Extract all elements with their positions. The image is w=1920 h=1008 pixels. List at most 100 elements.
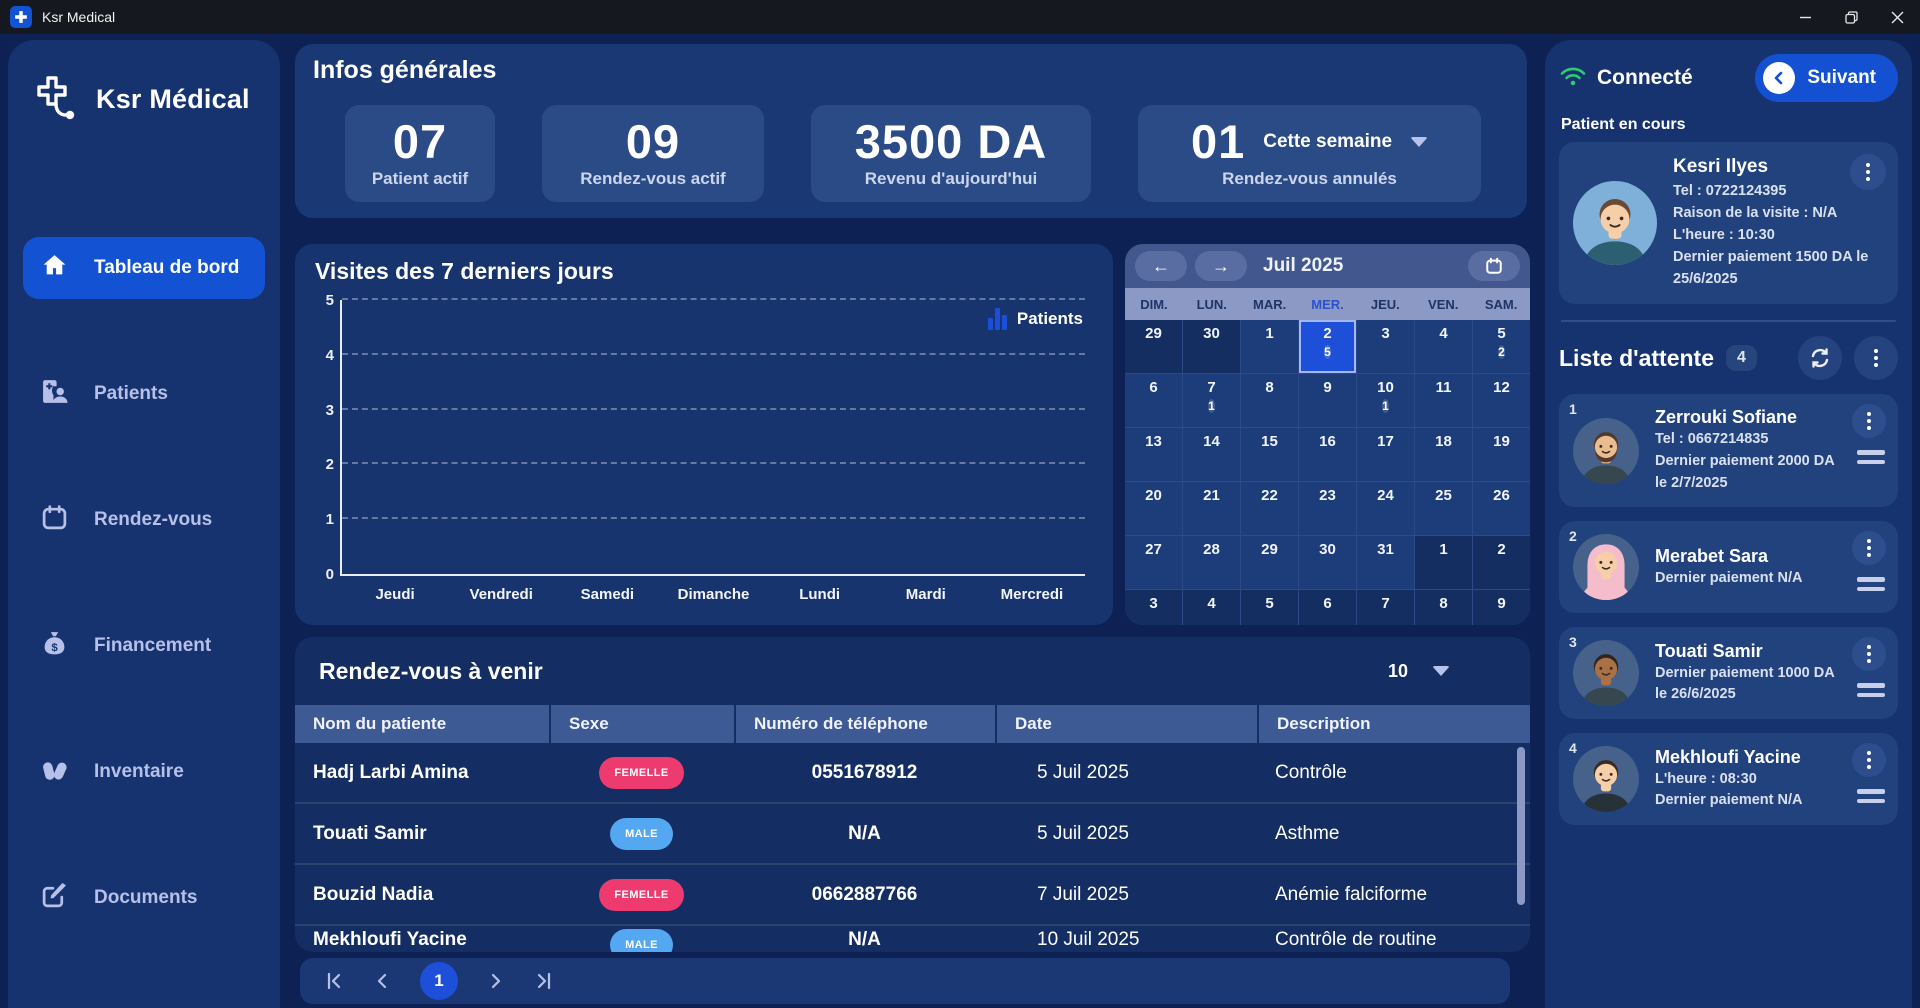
calendar-day-cell[interactable]: 28	[1183, 536, 1240, 589]
sidebar-item-label: Financement	[94, 635, 212, 656]
calendar-day-cell[interactable]: 18	[1415, 428, 1472, 481]
calendar-day-cell[interactable]: 30	[1183, 320, 1240, 373]
waiting-list-item[interactable]: 3	[1559, 627, 1898, 720]
bar-chart-icon	[987, 308, 1007, 330]
restore-button[interactable]	[1828, 0, 1874, 34]
calendar-day-cell[interactable]: 27	[1125, 536, 1182, 589]
calendar-day-cell[interactable]: 22	[1241, 482, 1298, 535]
calendar-day-cell[interactable]: 12	[1473, 374, 1530, 427]
calendar-day-cell[interactable]: 1	[1415, 536, 1472, 589]
calendar-day-cell[interactable]: 14	[1183, 428, 1240, 481]
patient-name: Zerrouki Sofiane	[1655, 407, 1798, 428]
table-row[interactable]: Bouzid Nadia FEMELLE 0662887766 7 Juil 2…	[295, 865, 1530, 926]
drag-handle-icon[interactable]	[1857, 450, 1885, 465]
sidebar-item-inventory[interactable]: Inventaire	[23, 741, 265, 803]
waiting-list-menu-button[interactable]	[1854, 336, 1898, 381]
calendar-day-cell[interactable]: 9	[1473, 590, 1530, 625]
waiting-list-item[interactable]: 4	[1559, 733, 1898, 826]
waiting-item-menu-button[interactable]	[1852, 404, 1886, 439]
calendar-day-cell[interactable]: 6	[1125, 374, 1182, 427]
calendar-day-cell[interactable]: 29	[1241, 536, 1298, 589]
calendar-grid: 29 30 1 2 5 3 4 5	[1125, 320, 1530, 625]
gridline	[342, 517, 1085, 520]
phone-cell: N/A	[848, 929, 881, 950]
table-scrollbar[interactable]	[1517, 747, 1525, 905]
calendar-day-cell[interactable]: 19	[1473, 428, 1530, 481]
calendar-day-cell[interactable]: 3	[1357, 320, 1414, 373]
calendar-day-headers: DIM. LUN. MAR. MER. JEU. VEN. SAM.	[1125, 288, 1530, 320]
calendar-day-cell[interactable]: 11	[1415, 374, 1472, 427]
chevron-down-icon[interactable]	[1410, 136, 1429, 147]
table-row[interactable]: Touati Samir MALE N/A 5 Juil 2025 Asthme	[295, 804, 1530, 865]
calendar-day-cell[interactable]: 2 5	[1299, 320, 1356, 373]
sex-cell: FEMELLE	[549, 878, 734, 911]
next-patient-button[interactable]: Suivant	[1755, 54, 1898, 102]
calendar-day-cell[interactable]: 30	[1299, 536, 1356, 589]
calendar-day-cell[interactable]: 21	[1183, 482, 1240, 535]
next-page-button[interactable]	[486, 971, 506, 991]
patient-menu-button[interactable]	[1850, 154, 1886, 190]
pills-icon	[41, 756, 68, 789]
calendar-day-cell[interactable]: 24	[1357, 482, 1414, 535]
calendar-today-button[interactable]	[1468, 251, 1520, 281]
calendar-day-cell[interactable]: 16	[1299, 428, 1356, 481]
sidebar-item-settings[interactable]: Paramètres	[23, 993, 265, 1008]
waiting-item-menu-button[interactable]	[1852, 531, 1886, 566]
calendar-day-cell[interactable]: 6	[1299, 590, 1356, 625]
waiting-list-item[interactable]: 2	[1559, 521, 1898, 614]
drag-handle-icon[interactable]	[1857, 577, 1885, 592]
calendar-day-cell[interactable]: 7	[1357, 590, 1414, 625]
calendar-day-cell[interactable]: 20	[1125, 482, 1182, 535]
waiting-item-menu-button[interactable]	[1852, 743, 1886, 778]
calendar-day-cell[interactable]: 7 1	[1183, 374, 1240, 427]
calendar-day-cell[interactable]: 3	[1125, 590, 1182, 625]
calendar-next-button[interactable]: →	[1195, 251, 1247, 281]
day-number: 17	[1377, 433, 1394, 450]
waiting-item-menu-button[interactable]	[1852, 637, 1886, 672]
sidebar-item-patients[interactable]: Patients	[23, 363, 265, 425]
calendar-day-cell[interactable]: 4	[1415, 320, 1472, 373]
refresh-button[interactable]	[1798, 336, 1842, 381]
kebab-menu-icon	[1866, 163, 1870, 181]
last-page-button[interactable]	[534, 971, 554, 991]
calendar-day-cell[interactable]: 4	[1183, 590, 1240, 625]
calendar-day-cell[interactable]: 26	[1473, 482, 1530, 535]
calendar-day-cell[interactable]: 8	[1415, 590, 1472, 625]
drag-handle-icon[interactable]	[1857, 683, 1885, 698]
calendar-day-cell[interactable]: 2	[1473, 536, 1530, 589]
period-dropdown-label[interactable]: Cette semaine	[1263, 130, 1393, 152]
sidebar-item-appointments[interactable]: Rendez-vous	[23, 489, 265, 551]
sidebar-item-finance[interactable]: $ Financement	[23, 615, 265, 677]
calendar-day-cell[interactable]: 8	[1241, 374, 1298, 427]
calendar-day-cell[interactable]: 17	[1357, 428, 1414, 481]
day-header: MAR.	[1253, 296, 1287, 312]
drag-handle-icon[interactable]	[1857, 789, 1885, 804]
calendar-day-cell[interactable]: 13	[1125, 428, 1182, 481]
money-bag-icon: $	[41, 630, 68, 663]
calendar-day-cell[interactable]: 10 1	[1357, 374, 1414, 427]
waiting-list-item[interactable]: 1	[1559, 394, 1898, 508]
calendar-day-cell[interactable]: 29	[1125, 320, 1182, 373]
sex-badge: FEMELLE	[599, 756, 684, 789]
page-size-dropdown[interactable]: 10	[1388, 661, 1506, 682]
calendar-day-cell[interactable]: 23	[1299, 482, 1356, 535]
previous-page-button[interactable]	[372, 971, 392, 991]
current-page-button[interactable]: 1	[420, 962, 458, 1000]
calendar-day-cell[interactable]: 25	[1415, 482, 1472, 535]
calendar-day-cell[interactable]: 9	[1299, 374, 1356, 427]
table-row[interactable]: Mekhloufi Yacine MALE N/A 10 Juil 2025 C…	[295, 926, 1530, 952]
day-number: 2	[1497, 541, 1506, 558]
sidebar-item-dashboard[interactable]: Tableau de bord	[23, 237, 265, 299]
waiting-count-badge: 4	[1726, 345, 1757, 372]
minimize-button[interactable]	[1782, 0, 1828, 34]
table-row[interactable]: Hadj Larbi Amina FEMELLE 0551678912 5 Ju…	[295, 743, 1530, 804]
first-page-button[interactable]	[324, 971, 344, 991]
calendar-day-cell[interactable]: 31	[1357, 536, 1414, 589]
sidebar-item-documents[interactable]: Documents	[23, 867, 265, 929]
calendar-day-cell[interactable]: 1	[1241, 320, 1298, 373]
calendar-day-cell[interactable]: 5 2	[1473, 320, 1530, 373]
close-button[interactable]	[1874, 0, 1920, 34]
calendar-day-cell[interactable]: 15	[1241, 428, 1298, 481]
calendar-day-cell[interactable]: 5	[1241, 590, 1298, 625]
calendar-prev-button[interactable]: ←	[1135, 251, 1187, 281]
